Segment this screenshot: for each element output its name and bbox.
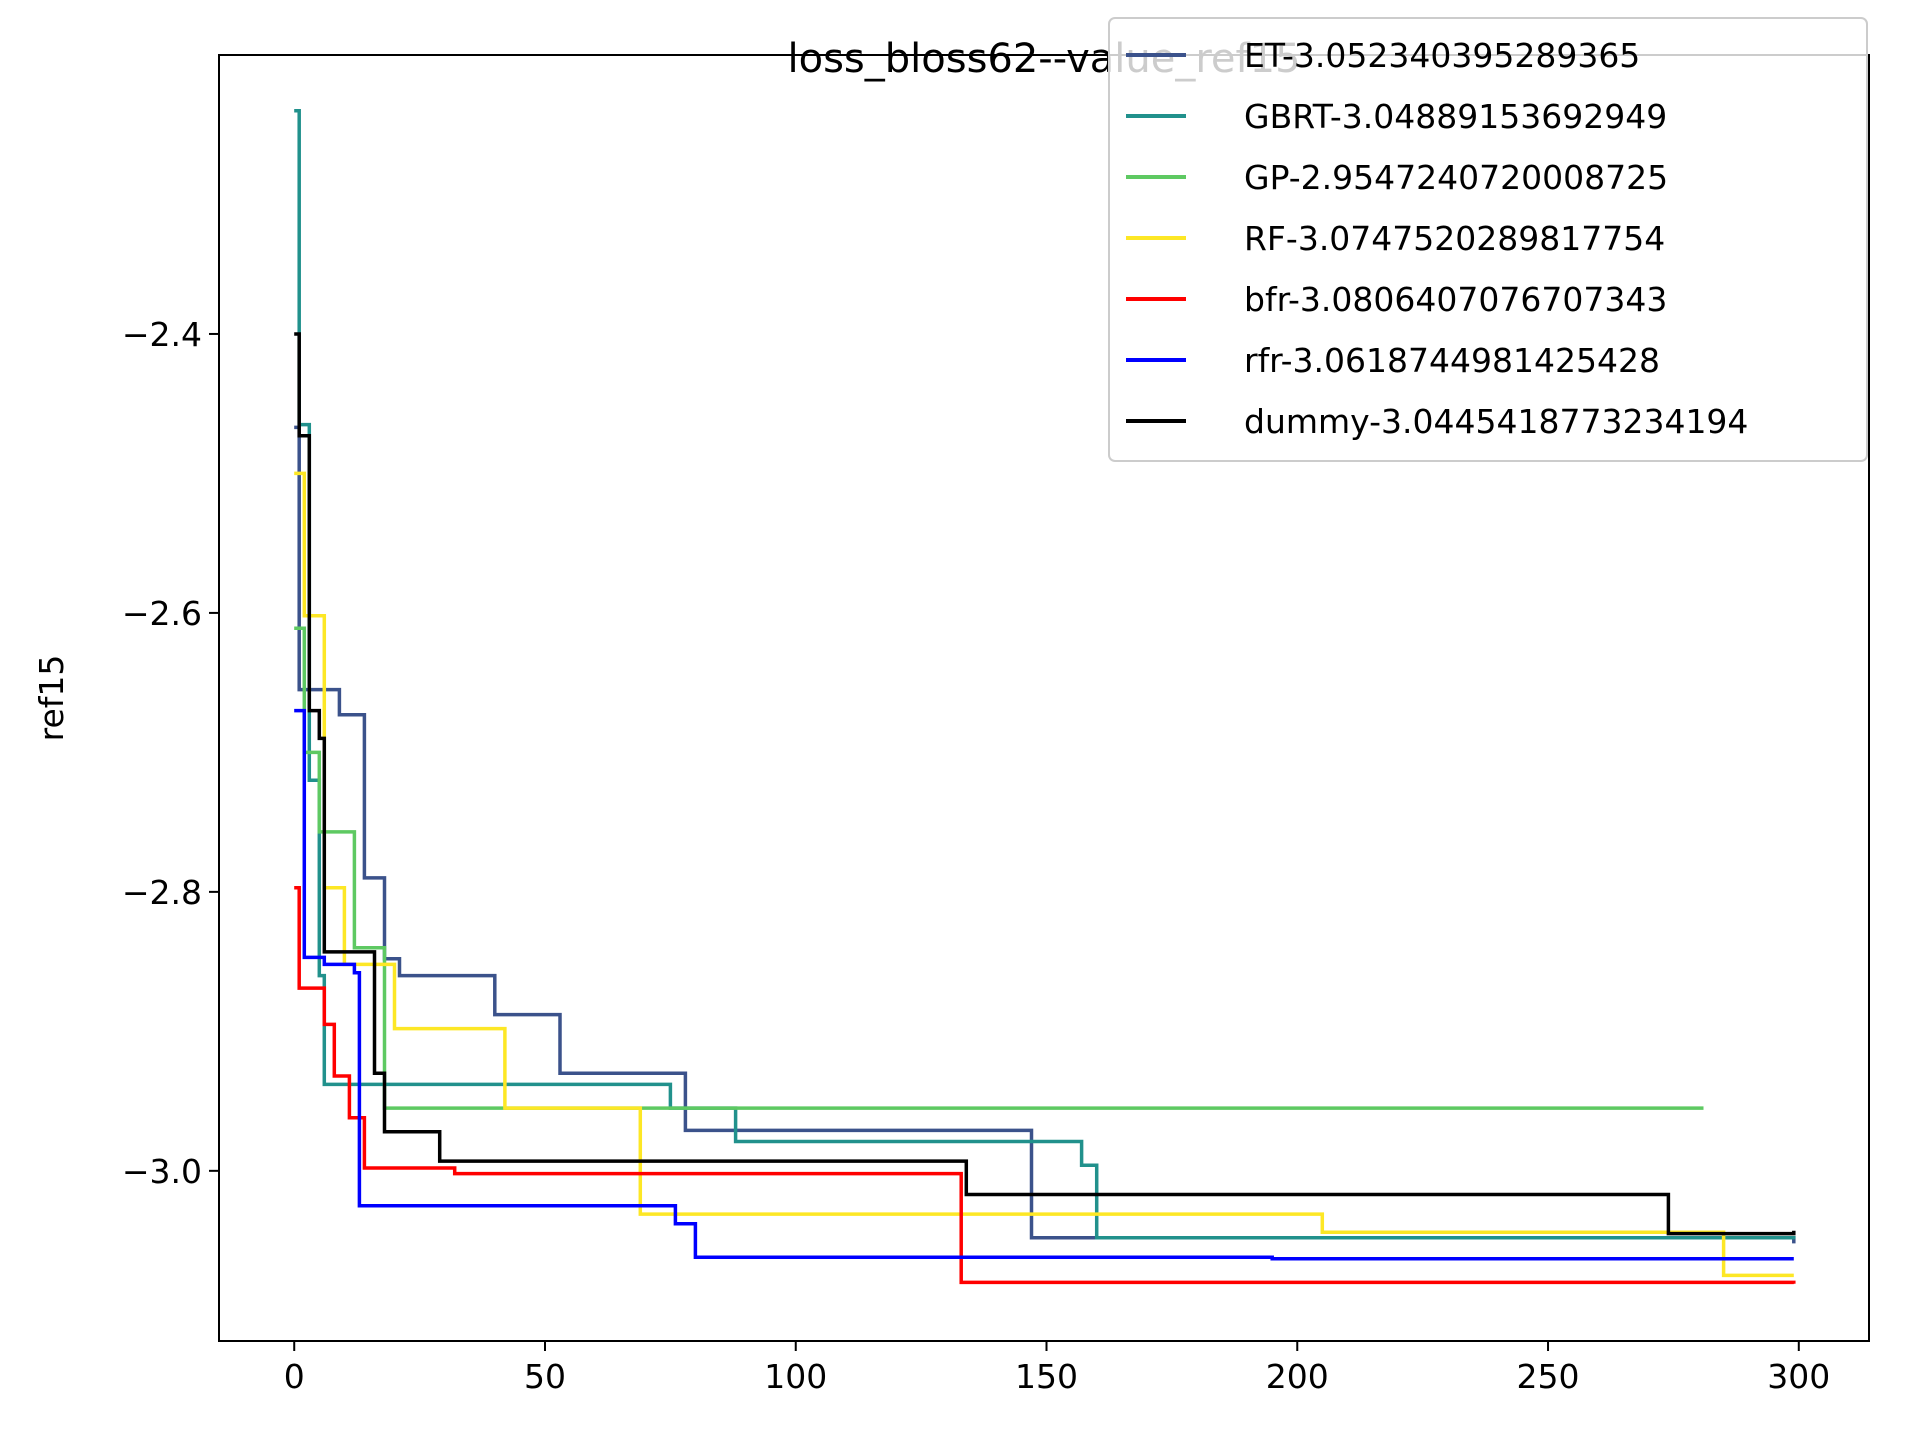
x-tick-label: 50 <box>524 1357 566 1396</box>
y-tick-label: −2.6 <box>122 594 202 633</box>
y-tick-label: −3.0 <box>122 1152 202 1191</box>
legend-label: ET-3.052340395289365 <box>1244 36 1640 75</box>
series-line-gbrt <box>294 109 1796 1240</box>
legend-label: bfr-3.0806407076707343 <box>1244 280 1667 319</box>
legend-label: dummy-3.0445418773234194 <box>1244 402 1748 441</box>
legend: ET-3.052340395289365 GBRT-3.0488915369294… <box>1108 17 1868 462</box>
series-line-rfr <box>294 708 1794 1261</box>
axes-frame <box>218 54 1870 1342</box>
legend-box <box>1108 17 1868 462</box>
legend-label: RF-3.0747520289817754 <box>1244 219 1665 258</box>
x-tick-label: 0 <box>284 1357 305 1396</box>
y-tick-label: −2.8 <box>122 873 202 912</box>
legend-label: GP-2.9547240720008725 <box>1244 158 1668 197</box>
x-tick-label: 100 <box>764 1357 827 1396</box>
y-axis-ticks: −2.4 −2.6 −2.8 −3.0 <box>122 315 219 1191</box>
plot-area <box>294 109 1796 1285</box>
x-tick-label: 150 <box>1015 1357 1078 1396</box>
series-line-rf <box>294 471 1794 1278</box>
series-line-dummy <box>294 332 1796 1236</box>
legend-label: rfr-3.0618744981425428 <box>1244 341 1660 380</box>
series-line-et <box>294 425 1796 1244</box>
x-tick-label: 250 <box>1517 1357 1580 1396</box>
x-tick-label: 300 <box>1767 1357 1830 1396</box>
y-tick-label: −2.4 <box>122 315 202 354</box>
series-line-bfr <box>294 885 1796 1285</box>
legend-label: GBRT-3.04889153692949 <box>1244 97 1667 136</box>
series-line-gp <box>294 626 1704 1110</box>
x-tick-label: 200 <box>1266 1357 1329 1396</box>
y-axis-label: ref15 <box>32 655 71 742</box>
x-axis-ticks: 0 50 100 150 200 250 300 <box>284 1341 1830 1396</box>
